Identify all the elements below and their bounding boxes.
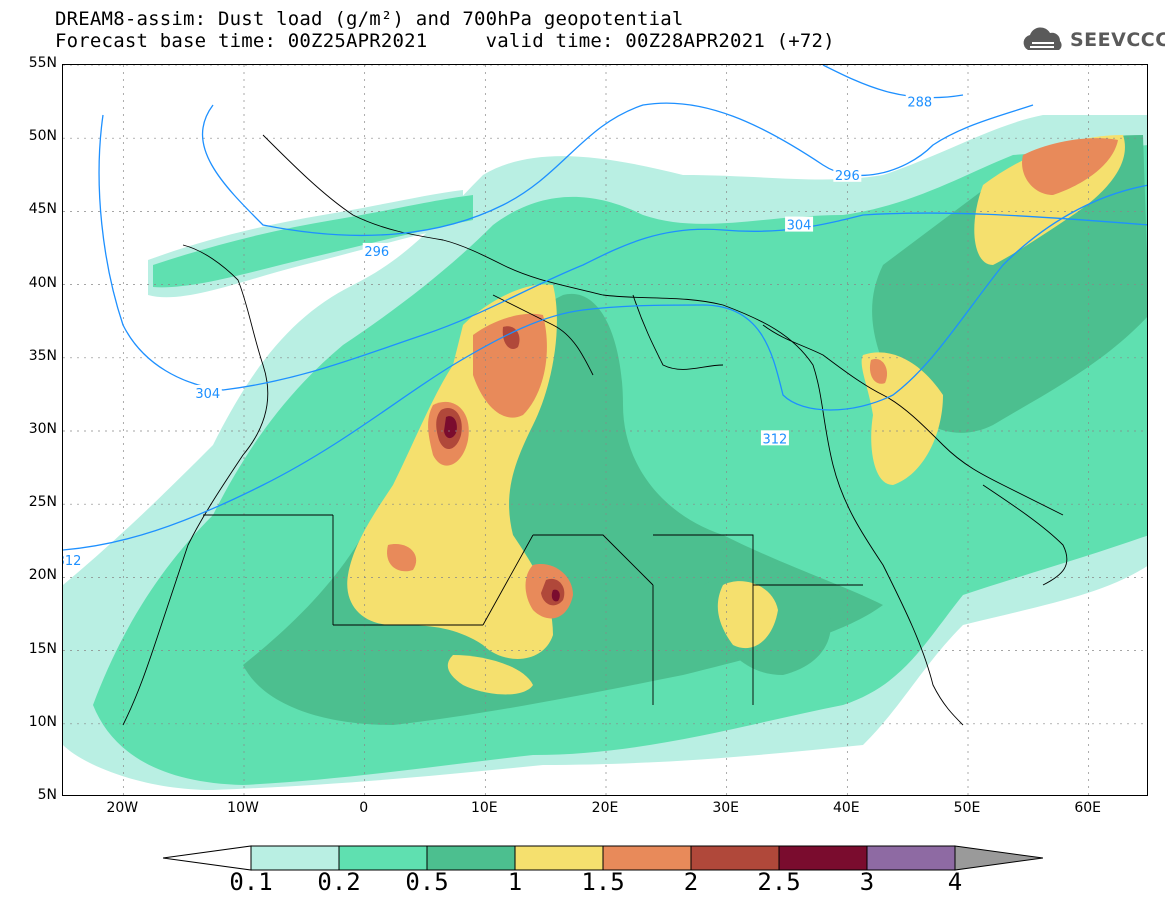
dust-field-2.5 <box>444 416 457 439</box>
contour-label-bg <box>833 166 862 182</box>
dust-field-1.0-mideast <box>861 352 943 485</box>
geopotential-labels: 288 296 296 304 304 312 312 <box>63 93 934 569</box>
colorbar-max-arrow <box>954 845 1043 871</box>
dust-field-1.5-e <box>387 544 417 572</box>
map-title: DREAM8-assim: Dust load (g/m²) and 700hP… <box>55 8 684 30</box>
colorbar-level-label: 1 <box>507 868 523 896</box>
brand-name: SEEVCCC <box>1070 29 1165 51</box>
colorbar-swatch <box>602 845 692 871</box>
colorbar-swatch <box>426 845 516 871</box>
lat-tick-label: 35N <box>28 347 57 364</box>
lat-tick-label: 10N <box>28 713 57 730</box>
contour-label-bg <box>785 216 814 232</box>
colorbar-swatch <box>690 845 780 871</box>
colorbar-level-label: 2.5 <box>757 868 801 896</box>
dust-field-1.5-f <box>869 359 888 384</box>
lon-tick-label: 20W <box>106 800 139 816</box>
colorbar-level-label: 3 <box>859 868 875 896</box>
colorbar-min-arrow <box>163 845 252 871</box>
brand-logo: SEEVCCC <box>1018 26 1165 56</box>
lon-tick-label: 10E <box>470 800 498 816</box>
contour-label: 288 <box>907 96 932 111</box>
contour-label: 312 <box>63 554 81 569</box>
geopotential-contour <box>822 65 964 99</box>
contour-label-bg <box>362 242 391 258</box>
lon-tick-label: 20E <box>591 800 619 816</box>
lat-lon-grid <box>63 65 1147 795</box>
colorbar-swatch <box>514 845 604 871</box>
contour-label: 304 <box>195 387 220 402</box>
contour-label: 296 <box>835 169 860 184</box>
colorbar-level-label: 0.2 <box>317 868 361 896</box>
colorbar-level-label: 1.5 <box>581 868 625 896</box>
colorbar-swatch <box>250 845 340 871</box>
lon-tick-label: 10W <box>227 800 259 816</box>
geopotential-contour <box>63 184 1147 551</box>
colorbar-swatch <box>778 845 868 871</box>
dust-field-1.5 <box>473 313 547 418</box>
contour-label-bg <box>193 384 222 400</box>
lat-tick-label: 30N <box>28 421 57 437</box>
map-area: 288 296 296 304 304 312 312 <box>62 64 1148 796</box>
dust-field-1.0-sudan <box>717 581 778 649</box>
colorbar <box>163 845 1043 871</box>
lon-tick-label: 30E <box>712 800 739 816</box>
contour-label-bg <box>905 93 934 109</box>
lat-tick-label: 40N <box>28 274 57 291</box>
cloud-logo-icon <box>1023 27 1062 50</box>
dust-field-1.0-sahel <box>447 655 533 695</box>
contour-label-bg <box>63 551 84 567</box>
lat-tick-label: 50N <box>28 128 57 145</box>
lat-tick-label: 45N <box>28 201 57 218</box>
contour-label: 304 <box>787 219 812 234</box>
lon-tick-label: 60E <box>1074 800 1101 816</box>
dust-field-0.2-west <box>153 195 473 288</box>
lon-tick-label: 40E <box>832 800 860 816</box>
colorbar-level-label: 0.5 <box>405 868 449 896</box>
lon-tick-label: 0 <box>359 800 369 816</box>
dust-field-2.5-b <box>551 589 560 602</box>
lat-tick-label: 25N <box>28 494 57 511</box>
geopotential-contour <box>98 114 1147 391</box>
geopotential-contour <box>201 102 1034 237</box>
colorbar-level-label: 2 <box>683 868 699 896</box>
lat-tick-label: 55N <box>28 55 57 71</box>
contour-label: 296 <box>364 245 389 260</box>
dust-load-map: 288 296 296 304 304 312 312 <box>63 65 1147 795</box>
contour-label-bg <box>760 430 789 446</box>
country-borders <box>122 134 1068 726</box>
dust-field-1.5-d <box>1022 138 1118 195</box>
colorbar-swatch <box>338 845 428 871</box>
lon-tick-label: 50E <box>953 800 981 816</box>
colorbar-level-label: 4 <box>947 868 963 896</box>
contour-label: 312 <box>763 432 788 447</box>
lat-tick-label: 20N <box>28 567 57 584</box>
colorbar-swatch <box>866 845 956 871</box>
forecast-time-subtitle: Forecast base time: 00Z25APR2021 valid t… <box>55 30 835 52</box>
geopotential-contours <box>63 65 1147 551</box>
lat-tick-label: 15N <box>28 640 57 657</box>
dust-field-2.0-c <box>502 326 520 349</box>
colorbar-level-label: 0.1 <box>229 868 273 896</box>
lat-tick-label: 5N <box>37 787 57 803</box>
